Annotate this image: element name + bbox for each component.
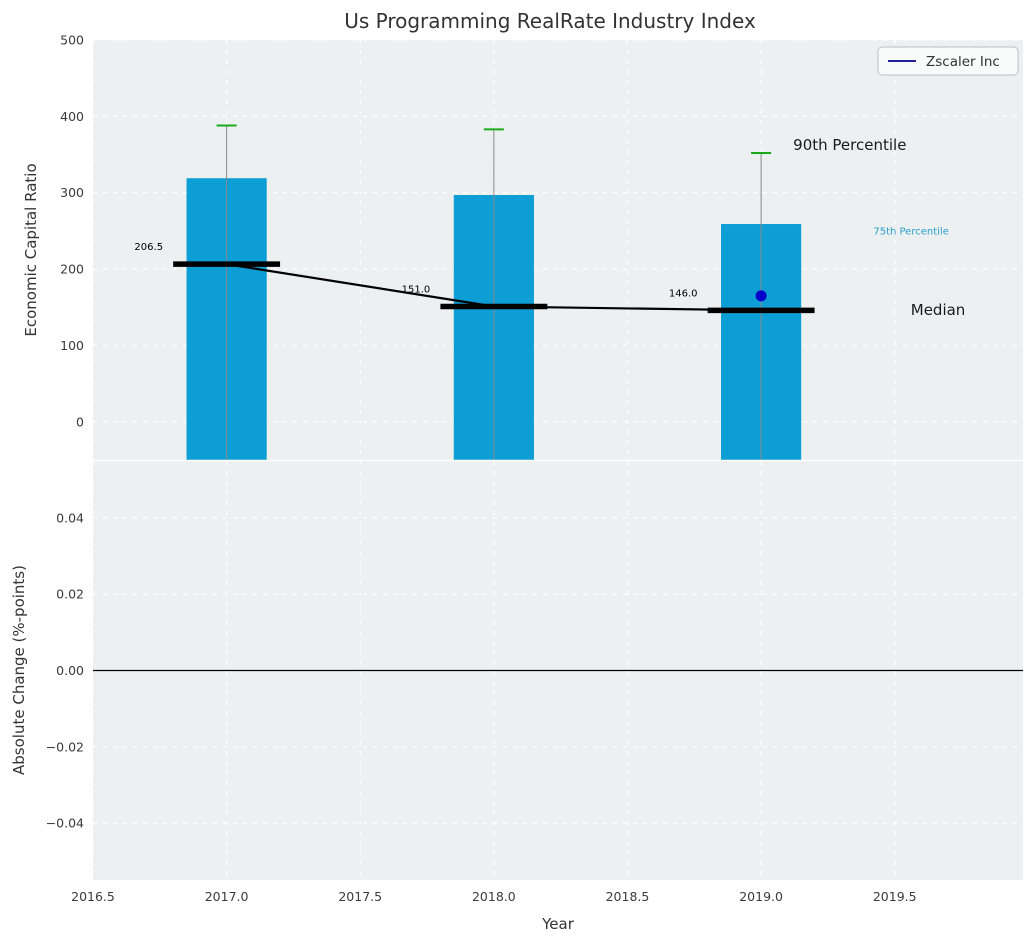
legend: Zscaler Inc [877,46,1019,76]
y-tick-label-top: 400 [60,109,84,124]
annotation: 90th Percentile [793,136,906,154]
y-tick-label-bottom: 0.04 [56,510,84,525]
y-tick-label-bottom: 0.02 [56,587,84,602]
median-value-label-2017: 206.5 [134,242,163,253]
x-axis-label: Year [541,915,575,933]
x-tick-label: 2017.0 [205,889,249,904]
y-tick-label-bottom: 0.00 [56,663,84,678]
y-tick-label-bottom: −0.02 [46,739,84,754]
y-axis-label-top: Economic Capital Ratio [22,163,40,336]
x-tick-label: 2018.5 [606,889,650,904]
x-tick-label: 2018.0 [472,889,516,904]
company-marker-2019 [755,290,767,302]
legend-label: Zscaler Inc [926,54,1000,70]
median-value-label-2019: 146.0 [669,288,698,299]
y-tick-label-top: 300 [60,185,84,200]
annotation: 75th Percentile [873,227,949,238]
x-tick-label: 2019.5 [873,889,917,904]
chart-title: Us Programming RealRate Industry Index [344,9,756,33]
chart-marks: 2016.5 2017.0 2017.5 2018.0 2018.5 2019.0 2019… [46,33,1023,904]
legend-box [877,46,1019,76]
y-tick-label-top: 200 [60,262,84,277]
y-tick-label-top: 500 [60,33,84,48]
x-tick-label: 2019.0 [739,889,783,904]
median-value-label-2018: 151.0 [402,285,431,296]
y-tick-label-bottom: −0.04 [46,816,84,831]
y-tick-label-top: 100 [60,338,84,353]
y-tick-label-top: 0 [76,414,84,429]
x-tick-label: 2016.5 [71,889,115,904]
annotation: Median [911,301,966,319]
y-axis-label-bottom: Absolute Change (%-points) [10,565,28,775]
x-tick-label: 2017.5 [338,889,382,904]
